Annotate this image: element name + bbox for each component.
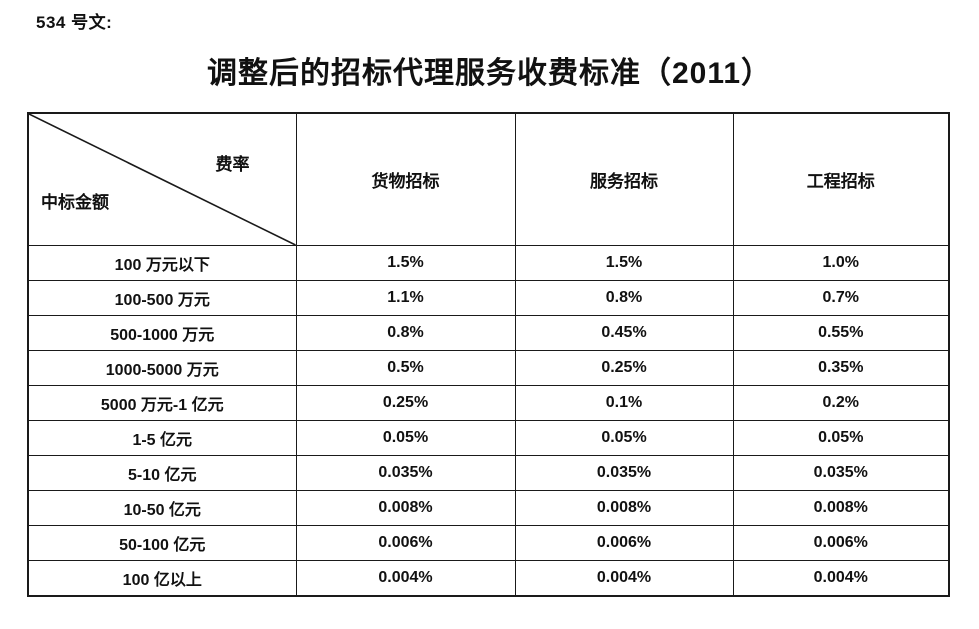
rate-cell-service: 0.004% [514,560,734,597]
rate-cell-goods: 0.8% [295,315,516,351]
rate-cell-goods: 1.1% [295,280,516,316]
corner-label-amount: 中标金额 [41,193,109,212]
rate-cell-service: 0.1% [514,385,734,421]
table-row: 500-1000 万元 0.8% 0.45% 0.55% [27,315,950,351]
rate-cell-goods: 0.006% [295,525,516,561]
amount-cell: 1000-5000 万元 [27,350,297,386]
rate-cell-engineering: 0.35% [732,350,950,386]
column-header-goods: 货物招标 [295,112,516,246]
rate-cell-goods: 0.035% [295,455,516,491]
table-row: 5-10 亿元 0.035% 0.035% 0.035% [27,455,950,491]
table-row: 100 万元以下 1.5% 1.5% 1.0% [27,245,950,281]
corner-label-rate: 费率 [215,155,250,174]
amount-cell: 50-100 亿元 [27,525,297,561]
header-row: 费率 中标金额 货物招标 服务招标 工程招标 [27,112,950,246]
table-row: 1-5 亿元 0.05% 0.05% 0.05% [27,420,950,456]
table-row: 50-100 亿元 0.006% 0.006% 0.006% [27,525,950,561]
rate-cell-service: 0.25% [514,350,734,386]
rate-cell-service: 0.8% [514,280,734,316]
table-header: 费率 中标金额 货物招标 服务招标 工程招标 [27,112,950,246]
fee-rate-table: 费率 中标金额 货物招标 服务招标 工程招标 100 万元以下 1.5% 1.5… [27,112,950,597]
rate-cell-engineering: 0.2% [732,385,950,421]
page-title: 调整后的招标代理服务收费标准（2011） [206,57,773,90]
rate-cell-service: 1.5% [514,245,734,281]
rate-cell-goods: 0.004% [295,560,516,597]
table-row: 100-500 万元 1.1% 0.8% 0.7% [27,280,950,316]
doc-number-label: 534 号文: [36,13,113,32]
table-row: 10-50 亿元 0.008% 0.008% 0.008% [27,490,950,526]
rate-cell-service: 0.006% [514,525,734,561]
rate-cell-engineering: 0.05% [732,420,950,456]
rate-cell-engineering: 0.008% [732,490,950,526]
rate-cell-goods: 0.008% [295,490,516,526]
rate-cell-engineering: 1.0% [732,245,950,281]
amount-cell: 5000 万元-1 亿元 [27,385,297,421]
table-row: 5000 万元-1 亿元 0.25% 0.1% 0.2% [27,385,950,421]
rate-cell-service: 0.45% [514,315,734,351]
amount-cell: 1-5 亿元 [27,420,297,456]
table-row: 100 亿以上 0.004% 0.004% 0.004% [27,560,950,597]
rate-cell-engineering: 0.7% [732,280,950,316]
diagonal-divider-line [29,114,296,245]
amount-cell: 10-50 亿元 [27,490,297,526]
rate-cell-engineering: 0.55% [732,315,950,351]
amount-cell: 100-500 万元 [27,280,297,316]
rate-cell-service: 0.035% [514,455,734,491]
column-header-service: 服务招标 [514,112,734,246]
table-row: 1000-5000 万元 0.5% 0.25% 0.35% [27,350,950,386]
corner-header-cell: 费率 中标金额 [27,112,297,246]
amount-cell: 100 万元以下 [27,245,297,281]
amount-cell: 500-1000 万元 [27,315,297,351]
table-body: 100 万元以下 1.5% 1.5% 1.0% 100-500 万元 1.1% … [27,245,950,597]
rate-cell-goods: 0.25% [295,385,516,421]
column-header-engineering: 工程招标 [732,112,950,246]
rate-cell-engineering: 0.004% [732,560,950,597]
rate-cell-engineering: 0.035% [732,455,950,491]
rate-cell-goods: 0.5% [295,350,516,386]
rate-cell-goods: 0.05% [295,420,516,456]
rate-cell-service: 0.05% [514,420,734,456]
amount-cell: 5-10 亿元 [27,455,297,491]
rate-cell-service: 0.008% [514,490,734,526]
rate-cell-goods: 1.5% [295,245,516,281]
rate-cell-engineering: 0.006% [732,525,950,561]
amount-cell: 100 亿以上 [27,560,297,597]
